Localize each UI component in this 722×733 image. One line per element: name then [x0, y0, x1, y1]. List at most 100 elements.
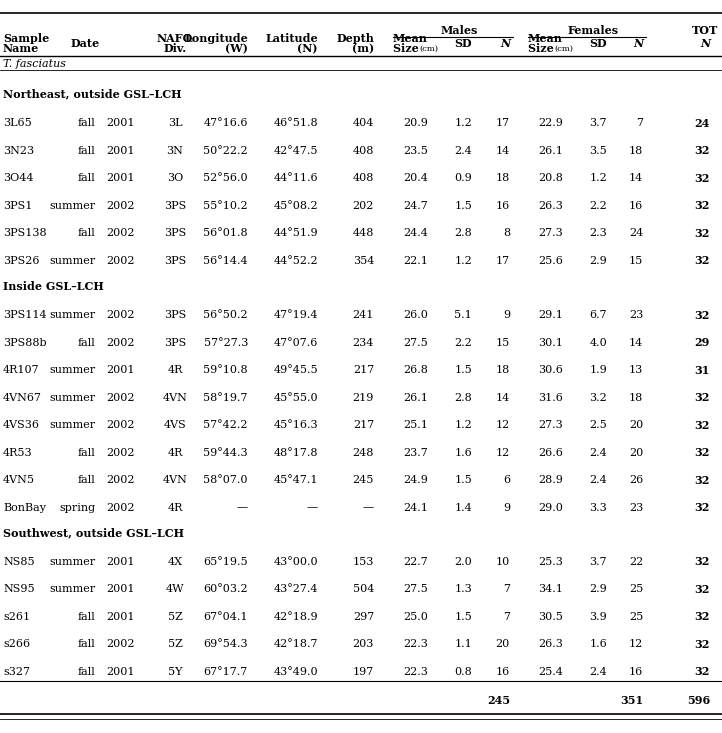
Text: Sample: Sample — [3, 32, 49, 43]
Text: 26.3: 26.3 — [538, 639, 563, 649]
Text: 22.3: 22.3 — [403, 667, 428, 677]
Text: 408: 408 — [352, 146, 374, 156]
Text: Southwest, outside GSL–LCH: Southwest, outside GSL–LCH — [3, 527, 184, 538]
Text: 27.5: 27.5 — [404, 338, 428, 347]
Text: 2002: 2002 — [107, 448, 135, 457]
Text: 29.0: 29.0 — [538, 503, 563, 512]
Text: 25: 25 — [629, 612, 643, 622]
Text: 4R107: 4R107 — [3, 365, 40, 375]
Text: 203: 203 — [352, 639, 374, 649]
Text: 2002: 2002 — [107, 338, 135, 347]
Text: 3PS138: 3PS138 — [3, 229, 47, 238]
Text: Mean: Mean — [393, 32, 428, 43]
Text: 217: 217 — [353, 420, 374, 430]
Text: 24: 24 — [629, 229, 643, 238]
Text: 24.4: 24.4 — [403, 229, 428, 238]
Text: 14: 14 — [496, 393, 510, 402]
Text: 2001: 2001 — [107, 612, 135, 622]
Text: 448: 448 — [352, 229, 374, 238]
Text: 6: 6 — [503, 475, 510, 485]
Text: 15: 15 — [496, 338, 510, 347]
Text: SD: SD — [589, 38, 607, 49]
Text: 2.8: 2.8 — [454, 229, 472, 238]
Text: 56°50.2: 56°50.2 — [204, 310, 248, 320]
Text: 44°52.2: 44°52.2 — [274, 256, 318, 266]
Text: 1.6: 1.6 — [589, 639, 607, 649]
Text: 25.1: 25.1 — [403, 420, 428, 430]
Text: 32: 32 — [695, 447, 710, 458]
Text: 3PS: 3PS — [164, 229, 186, 238]
Text: 2.4: 2.4 — [454, 146, 472, 156]
Text: 4R: 4R — [168, 448, 183, 457]
Text: 18: 18 — [496, 365, 510, 375]
Text: 1.5: 1.5 — [454, 475, 472, 485]
Text: 42°18.7: 42°18.7 — [274, 639, 318, 649]
Text: —: — — [363, 503, 374, 512]
Text: 3PS: 3PS — [164, 201, 186, 211]
Text: 4VS36: 4VS36 — [3, 420, 40, 430]
Text: 25.6: 25.6 — [538, 256, 563, 266]
Text: 2002: 2002 — [107, 475, 135, 485]
Text: 31: 31 — [695, 364, 710, 375]
Text: 408: 408 — [352, 173, 374, 183]
Text: 43°27.4: 43°27.4 — [274, 584, 318, 594]
Text: summer: summer — [49, 201, 95, 211]
Text: 2001: 2001 — [107, 584, 135, 594]
Text: 29: 29 — [695, 337, 710, 348]
Text: 7: 7 — [503, 584, 510, 594]
Text: BonBay: BonBay — [3, 503, 46, 512]
Text: N: N — [700, 38, 710, 49]
Text: 2.4: 2.4 — [589, 667, 607, 677]
Text: 2.8: 2.8 — [454, 393, 472, 402]
Text: 60°03.2: 60°03.2 — [204, 584, 248, 594]
Text: 7: 7 — [636, 118, 643, 128]
Text: 22.9: 22.9 — [538, 118, 563, 128]
Text: 6.7: 6.7 — [589, 310, 607, 320]
Text: Latitude: Latitude — [266, 32, 318, 43]
Text: 245: 245 — [352, 475, 374, 485]
Text: 45°47.1: 45°47.1 — [274, 475, 318, 485]
Text: 4VN: 4VN — [162, 475, 188, 485]
Text: 58°19.7: 58°19.7 — [204, 393, 248, 402]
Text: fall: fall — [77, 448, 95, 457]
Text: 2002: 2002 — [107, 393, 135, 402]
Text: 197: 197 — [353, 667, 374, 677]
Text: 17: 17 — [496, 256, 510, 266]
Text: 15: 15 — [629, 256, 643, 266]
Text: 1.5: 1.5 — [454, 612, 472, 622]
Text: summer: summer — [49, 365, 95, 375]
Text: 30.5: 30.5 — [538, 612, 563, 622]
Text: NS85: NS85 — [3, 557, 35, 567]
Text: 32: 32 — [695, 611, 710, 622]
Text: 32: 32 — [695, 584, 710, 595]
Text: 16: 16 — [496, 667, 510, 677]
Text: 234: 234 — [352, 338, 374, 347]
Text: 1.2: 1.2 — [454, 256, 472, 266]
Text: 5Z: 5Z — [168, 612, 183, 622]
Text: 43°00.0: 43°00.0 — [274, 557, 318, 567]
Text: 2002: 2002 — [107, 229, 135, 238]
Text: 59°10.8: 59°10.8 — [204, 365, 248, 375]
Text: 9: 9 — [503, 503, 510, 512]
Text: 0.8: 0.8 — [454, 667, 472, 677]
Text: 2.4: 2.4 — [589, 448, 607, 457]
Text: Div.: Div. — [163, 43, 186, 54]
Text: 28.9: 28.9 — [538, 475, 563, 485]
Text: 44°11.6: 44°11.6 — [274, 173, 318, 183]
Text: 4VN: 4VN — [162, 393, 188, 402]
Text: 32: 32 — [695, 228, 710, 239]
Text: 50°22.2: 50°22.2 — [204, 146, 248, 156]
Text: 32: 32 — [695, 173, 710, 184]
Text: Mean: Mean — [528, 32, 563, 43]
Text: 26.6: 26.6 — [538, 448, 563, 457]
Text: 25: 25 — [629, 584, 643, 594]
Text: 27.3: 27.3 — [538, 229, 563, 238]
Text: 14: 14 — [496, 146, 510, 156]
Text: fall: fall — [77, 639, 95, 649]
Text: 1.5: 1.5 — [454, 201, 472, 211]
Text: 202: 202 — [352, 201, 374, 211]
Text: Name: Name — [3, 43, 39, 54]
Text: 4W: 4W — [166, 584, 184, 594]
Text: summer: summer — [49, 310, 95, 320]
Text: 2001: 2001 — [107, 173, 135, 183]
